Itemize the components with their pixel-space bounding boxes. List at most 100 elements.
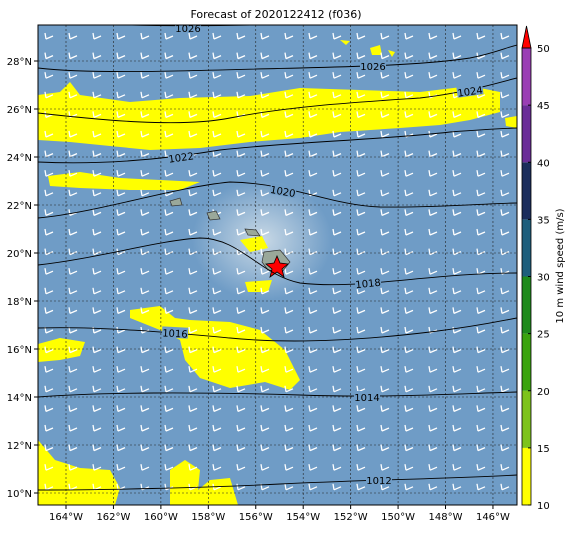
wind-barb: [356, 444, 366, 452]
wind-barb: [380, 307, 390, 314]
x-tick-label: 156°W: [239, 512, 273, 523]
wind-barb: [428, 52, 438, 60]
wind-barb: [356, 464, 366, 471]
wind-barb: [92, 366, 102, 373]
wind-barb: [356, 52, 366, 60]
wind-barb: [44, 307, 54, 314]
wind-barb: [260, 228, 270, 236]
wind-barb: [44, 287, 54, 295]
wind-barb: [44, 150, 54, 158]
wind-barb: [500, 464, 510, 471]
wind-barb: [68, 366, 78, 373]
wind-barb: [380, 228, 390, 236]
wind-barb: [332, 32, 342, 40]
wind-barb: [212, 150, 222, 158]
wind-barb: [476, 32, 486, 40]
wind-barb: [476, 209, 486, 216]
wind-barb: [212, 385, 222, 393]
wind-barb: [68, 483, 78, 491]
wind-barb: [500, 444, 510, 452]
wind-barb: [92, 170, 102, 177]
wind-barb: [356, 307, 366, 314]
wind-barb: [212, 268, 222, 275]
wind-barb: [236, 189, 246, 197]
wind-barb: [404, 326, 414, 334]
wind-barb: [164, 307, 174, 314]
wind-barb: [116, 366, 126, 373]
wind-barb: [308, 130, 318, 138]
wind-barb: [188, 248, 198, 256]
wind-barb: [332, 464, 342, 471]
wind-barb: [188, 366, 198, 373]
wind-barb: [380, 268, 390, 275]
wind-barb: [308, 91, 318, 99]
wind-barb: [188, 52, 198, 60]
wind-barb: [428, 72, 438, 79]
wind-barb: [140, 307, 150, 314]
wind-barb: [260, 32, 270, 40]
wind-barb: [68, 248, 78, 256]
wind-barb: [212, 91, 222, 99]
wind-barb: [332, 444, 342, 452]
wind-barb: [68, 268, 78, 275]
wind-barb: [188, 91, 198, 99]
wind-barb: [188, 170, 198, 177]
wind-barb: [44, 366, 54, 373]
wind-barb: [260, 385, 270, 393]
wind-barb: [500, 228, 510, 236]
wind-barb: [92, 209, 102, 216]
wind-barb: [452, 385, 462, 393]
wind-barb: [284, 366, 294, 373]
wind-barb: [380, 444, 390, 452]
wind-barb: [428, 424, 438, 432]
wind-barb: [116, 346, 126, 354]
wind-barb: [236, 72, 246, 79]
wind-barb: [356, 111, 366, 118]
wind-barb: [500, 405, 510, 412]
isobar-label-bg: [167, 149, 195, 164]
wind-barb: [260, 405, 270, 412]
y-tick-label: 24°N: [7, 153, 32, 164]
wind-barb: [260, 444, 270, 452]
y-tick-label: 18°N: [7, 297, 32, 308]
wind-barb: [116, 268, 126, 275]
isobar-label: 1024: [457, 85, 484, 99]
wind-barb: [116, 464, 126, 471]
wind-barb: [380, 248, 390, 256]
wind-barb: [140, 405, 150, 412]
wind-barb: [44, 52, 54, 60]
wind-barb: [428, 32, 438, 40]
wind-barb: [188, 111, 198, 118]
wind-barb: [188, 444, 198, 452]
wind-barb: [212, 72, 222, 79]
wind-barb: [260, 189, 270, 197]
wind-barb: [188, 189, 198, 197]
wind-barb: [308, 385, 318, 393]
wind-barb: [260, 326, 270, 334]
wind-barb: [44, 209, 54, 216]
wind-barb: [92, 464, 102, 471]
wind-barb: [404, 209, 414, 216]
wind-barb: [404, 189, 414, 197]
wind-barb: [500, 346, 510, 354]
wind-barb: [356, 91, 366, 99]
wind-barb: [476, 130, 486, 138]
wind-barb: [284, 248, 294, 256]
wind-barb: [188, 464, 198, 471]
wind-barb: [164, 464, 174, 471]
wind-barb: [332, 307, 342, 314]
x-tick-label: 158°W: [191, 512, 225, 523]
wind-barb: [188, 326, 198, 334]
wind-barb: [452, 170, 462, 177]
wind-barb: [500, 326, 510, 334]
wind-barb: [260, 91, 270, 99]
wind-barb: [236, 366, 246, 373]
wind-barb: [92, 268, 102, 275]
wind-barb: [308, 464, 318, 471]
wind-barb: [164, 268, 174, 275]
wind-barb: [260, 366, 270, 373]
wind-barb: [332, 405, 342, 412]
wind-barb: [452, 268, 462, 275]
wind-barb: [188, 72, 198, 79]
